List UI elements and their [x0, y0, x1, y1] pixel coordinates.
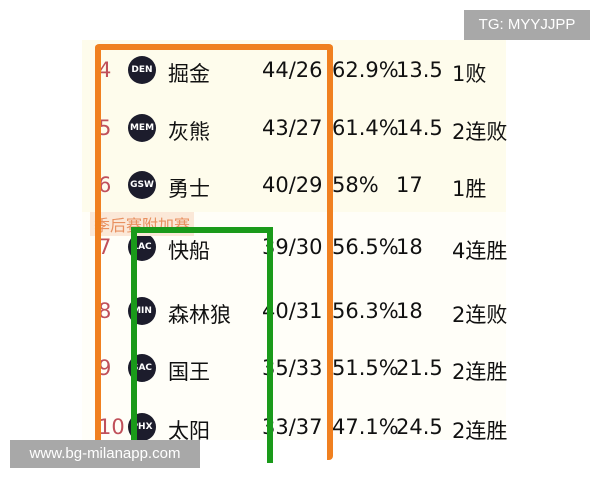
rank-number: 7 [98, 235, 112, 259]
site-watermark: www.bg-milanapp.com [10, 440, 200, 468]
rank-number: 9 [98, 356, 112, 380]
games-behind: 21.5 [396, 356, 443, 380]
games-behind: 13.5 [396, 58, 443, 82]
rank-number: 10 [98, 415, 125, 439]
team-name: 勇士 [168, 177, 210, 201]
games-behind: 18 [396, 299, 423, 323]
team-logo-icon: DEN [128, 56, 156, 84]
rank-number: 4 [98, 58, 112, 82]
streak: 2连败 [452, 303, 508, 327]
standings-row: 5 MEM 灰熊 43/27 61.4% 14.5 2连败 [82, 108, 508, 148]
rank-number: 5 [98, 116, 112, 140]
win-loss-record: 44/26 [262, 58, 323, 82]
team-logo-icon: GSW [128, 171, 156, 199]
orange-highlight-box [95, 44, 333, 460]
tg-watermark: TG: MYYJJPP [464, 10, 590, 40]
team-name: 国王 [168, 360, 210, 384]
team-name: 掘金 [168, 62, 210, 86]
win-percentage: 56.5% [332, 235, 399, 259]
win-percentage: 56.3% [332, 299, 399, 323]
team-name: 灰熊 [168, 120, 210, 144]
team-name: 太阳 [168, 419, 210, 443]
win-percentage: 47.1% [332, 415, 399, 439]
standings-row: 6 GSW 勇士 40/29 58% 17 1胜 [82, 165, 506, 205]
games-behind: 24.5 [396, 415, 443, 439]
win-percentage: 61.4% [332, 116, 399, 140]
win-loss-record: 43/27 [262, 116, 323, 140]
win-loss-record: 40/29 [262, 173, 323, 197]
team-logo-icon: MEM [128, 114, 156, 142]
team-name: 快船 [168, 239, 210, 263]
streak: 1胜 [452, 177, 487, 201]
team-name: 森林狼 [168, 303, 231, 327]
streak: 2连胜 [452, 419, 508, 443]
rank-number: 8 [98, 299, 112, 323]
games-behind: 17 [396, 173, 423, 197]
green-highlight-box [131, 227, 273, 463]
win-percentage: 58% [332, 173, 379, 197]
win-percentage: 51.5% [332, 356, 399, 380]
play-in-label: 季后赛附加赛 [90, 212, 195, 236]
streak: 4连胜 [452, 239, 508, 263]
streak: 2连败 [452, 120, 508, 144]
standings-row: 10 PHX 太阳 33/37 47.1% 24.5 2连胜 [82, 407, 508, 447]
rank-number: 6 [98, 173, 112, 197]
streak: 2连胜 [452, 360, 508, 384]
games-behind: 18 [396, 235, 423, 259]
standings-row: 9 SAC 国王 35/33 51.5% 21.5 2连胜 [82, 348, 508, 388]
win-percentage: 62.9% [332, 58, 399, 82]
standings-row: 4 DEN 掘金 44/26 62.9% 13.5 1败 [82, 50, 506, 90]
games-behind: 14.5 [396, 116, 443, 140]
streak: 1败 [452, 62, 487, 86]
